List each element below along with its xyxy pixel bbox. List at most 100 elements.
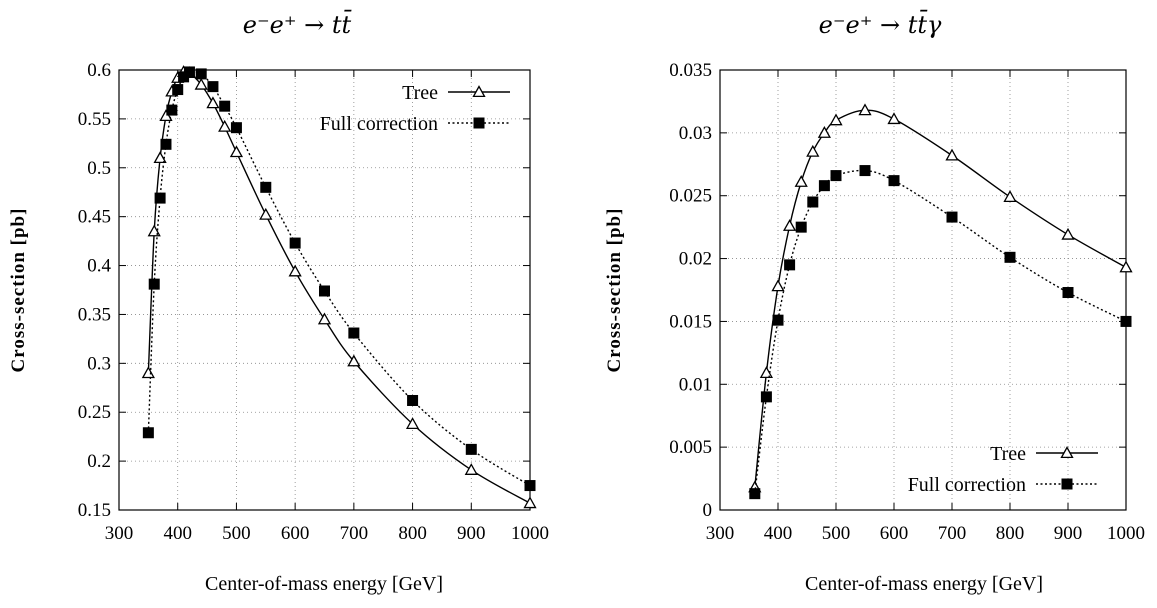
- data-point-triangle: [147, 224, 161, 237]
- x-tick-label: 500: [222, 523, 251, 544]
- data-point-triangle: [771, 279, 785, 292]
- data-point-square: [1061, 478, 1073, 490]
- data-point-triangle: [945, 148, 959, 161]
- y-tick-label: 0.025: [669, 186, 712, 207]
- data-point-square: [195, 68, 207, 80]
- chart-ttbar-gamma: e⁻e⁺ → tt̄γ Center-of-mass energy [GeV] …: [604, 10, 1145, 595]
- data-point-square: [524, 480, 536, 492]
- data-point-square: [473, 117, 485, 129]
- y-tick-label: 0.55: [78, 109, 111, 130]
- x-tick-label: 800: [398, 523, 427, 544]
- data-point-square: [784, 259, 796, 271]
- data-point-square: [319, 285, 330, 297]
- data-point-square: [859, 165, 871, 177]
- y-axis-label: Cross-section [pb]: [8, 208, 29, 373]
- data-point-square: [348, 327, 360, 339]
- data-point-square: [260, 181, 272, 193]
- legend-label: Tree: [990, 443, 1026, 465]
- data-point-triangle: [887, 112, 901, 125]
- legend-label: Full correction: [320, 113, 438, 135]
- y-tick-label: 0.015: [669, 311, 712, 332]
- data-point-triangle: [523, 496, 537, 509]
- data-point-triangle: [472, 85, 486, 98]
- chart-ttbar: e⁻e⁺ → tt̄ Center-of-mass energy [GeV] C…: [8, 10, 549, 595]
- data-point-triangle: [829, 113, 843, 126]
- y-tick-label: 0.6: [87, 60, 111, 81]
- y-tick-label: 0.5: [87, 158, 111, 179]
- chart-title: e⁻e⁺ → tt̄γ: [819, 10, 942, 39]
- data-point-square: [818, 180, 830, 192]
- data-point-triangle: [782, 219, 797, 231]
- data-point-triangle: [817, 126, 832, 138]
- y-tick-label: 0.035: [669, 60, 712, 81]
- legend-label: Tree: [402, 82, 438, 104]
- y-tick-label: 0.03: [679, 123, 712, 144]
- data-point-square: [946, 211, 958, 223]
- data-point-square: [207, 81, 219, 93]
- legend-label: Full correction: [908, 474, 1026, 496]
- data-point-square: [807, 196, 819, 208]
- data-point-square: [148, 278, 160, 290]
- data-point-square: [230, 122, 242, 134]
- data-point-square: [795, 221, 807, 233]
- x-tick-label: 700: [938, 523, 967, 544]
- data-point-triangle: [806, 144, 820, 157]
- series-full-correction: [749, 165, 1132, 500]
- data-point-triangle: [259, 207, 273, 220]
- data-point-square: [888, 175, 900, 187]
- x-tick-label: 400: [764, 523, 793, 544]
- y-tick-label: 0: [703, 500, 713, 521]
- data-point-triangle: [194, 77, 208, 90]
- data-point-triangle: [1003, 190, 1017, 203]
- y-tick-label: 0.25: [78, 402, 111, 423]
- data-point-triangle: [464, 463, 478, 475]
- x-tick-label: 600: [281, 523, 310, 544]
- x-axis-label: Center-of-mass energy [GeV]: [805, 573, 1043, 595]
- legend: Tree Full correction: [908, 443, 1098, 496]
- data-point-triangle: [347, 354, 361, 367]
- legend: Tree Full correction: [320, 82, 510, 135]
- x-tick-label: 400: [163, 523, 192, 544]
- series-full-correction: [142, 66, 536, 492]
- data-point-triangle: [317, 312, 332, 325]
- y-tick-label: 0.4: [87, 256, 111, 277]
- data-point-square: [1004, 251, 1016, 263]
- series-line: [754, 109, 1127, 488]
- data-point-square: [1120, 315, 1132, 327]
- y-tick-label: 0.01: [679, 374, 712, 395]
- data-point-triangle: [1061, 227, 1075, 240]
- data-point-square: [407, 394, 419, 406]
- data-point-square: [772, 314, 784, 326]
- data-point-triangle: [288, 264, 302, 277]
- y-tick-label: 0.02: [679, 249, 712, 270]
- data-point-triangle: [206, 96, 220, 109]
- data-point-triangle: [1060, 446, 1074, 459]
- data-point-triangle: [405, 417, 420, 430]
- x-tick-label: 300: [105, 523, 134, 544]
- data-point-square: [166, 104, 178, 116]
- data-point-square: [142, 427, 154, 439]
- y-tick-label: 0.2: [87, 451, 111, 472]
- data-point-square: [219, 100, 231, 112]
- series-tree: [748, 103, 1133, 493]
- x-tick-label: 300: [706, 523, 735, 544]
- series-line: [147, 70, 531, 504]
- data-point-square: [289, 237, 301, 249]
- y-tick-label: 0.005: [669, 437, 712, 458]
- data-point-triangle: [153, 151, 167, 164]
- y-tick-label: 0.3: [87, 353, 111, 374]
- data-point-square: [172, 84, 184, 96]
- data-point-square: [760, 391, 772, 403]
- data-point-square: [160, 138, 172, 150]
- y-tick-label: 0.15: [78, 500, 111, 521]
- data-point-square: [154, 192, 166, 204]
- chart-title: e⁻e⁺ → tt̄: [243, 10, 352, 39]
- x-tick-label: 900: [457, 523, 486, 544]
- data-point-square: [1062, 287, 1074, 299]
- data-point-triangle: [858, 103, 872, 116]
- y-tick-label: 0.45: [78, 207, 111, 228]
- data-point-square: [465, 443, 477, 455]
- y-tick-label: 0.35: [78, 304, 111, 325]
- plot-frame: [719, 69, 1127, 511]
